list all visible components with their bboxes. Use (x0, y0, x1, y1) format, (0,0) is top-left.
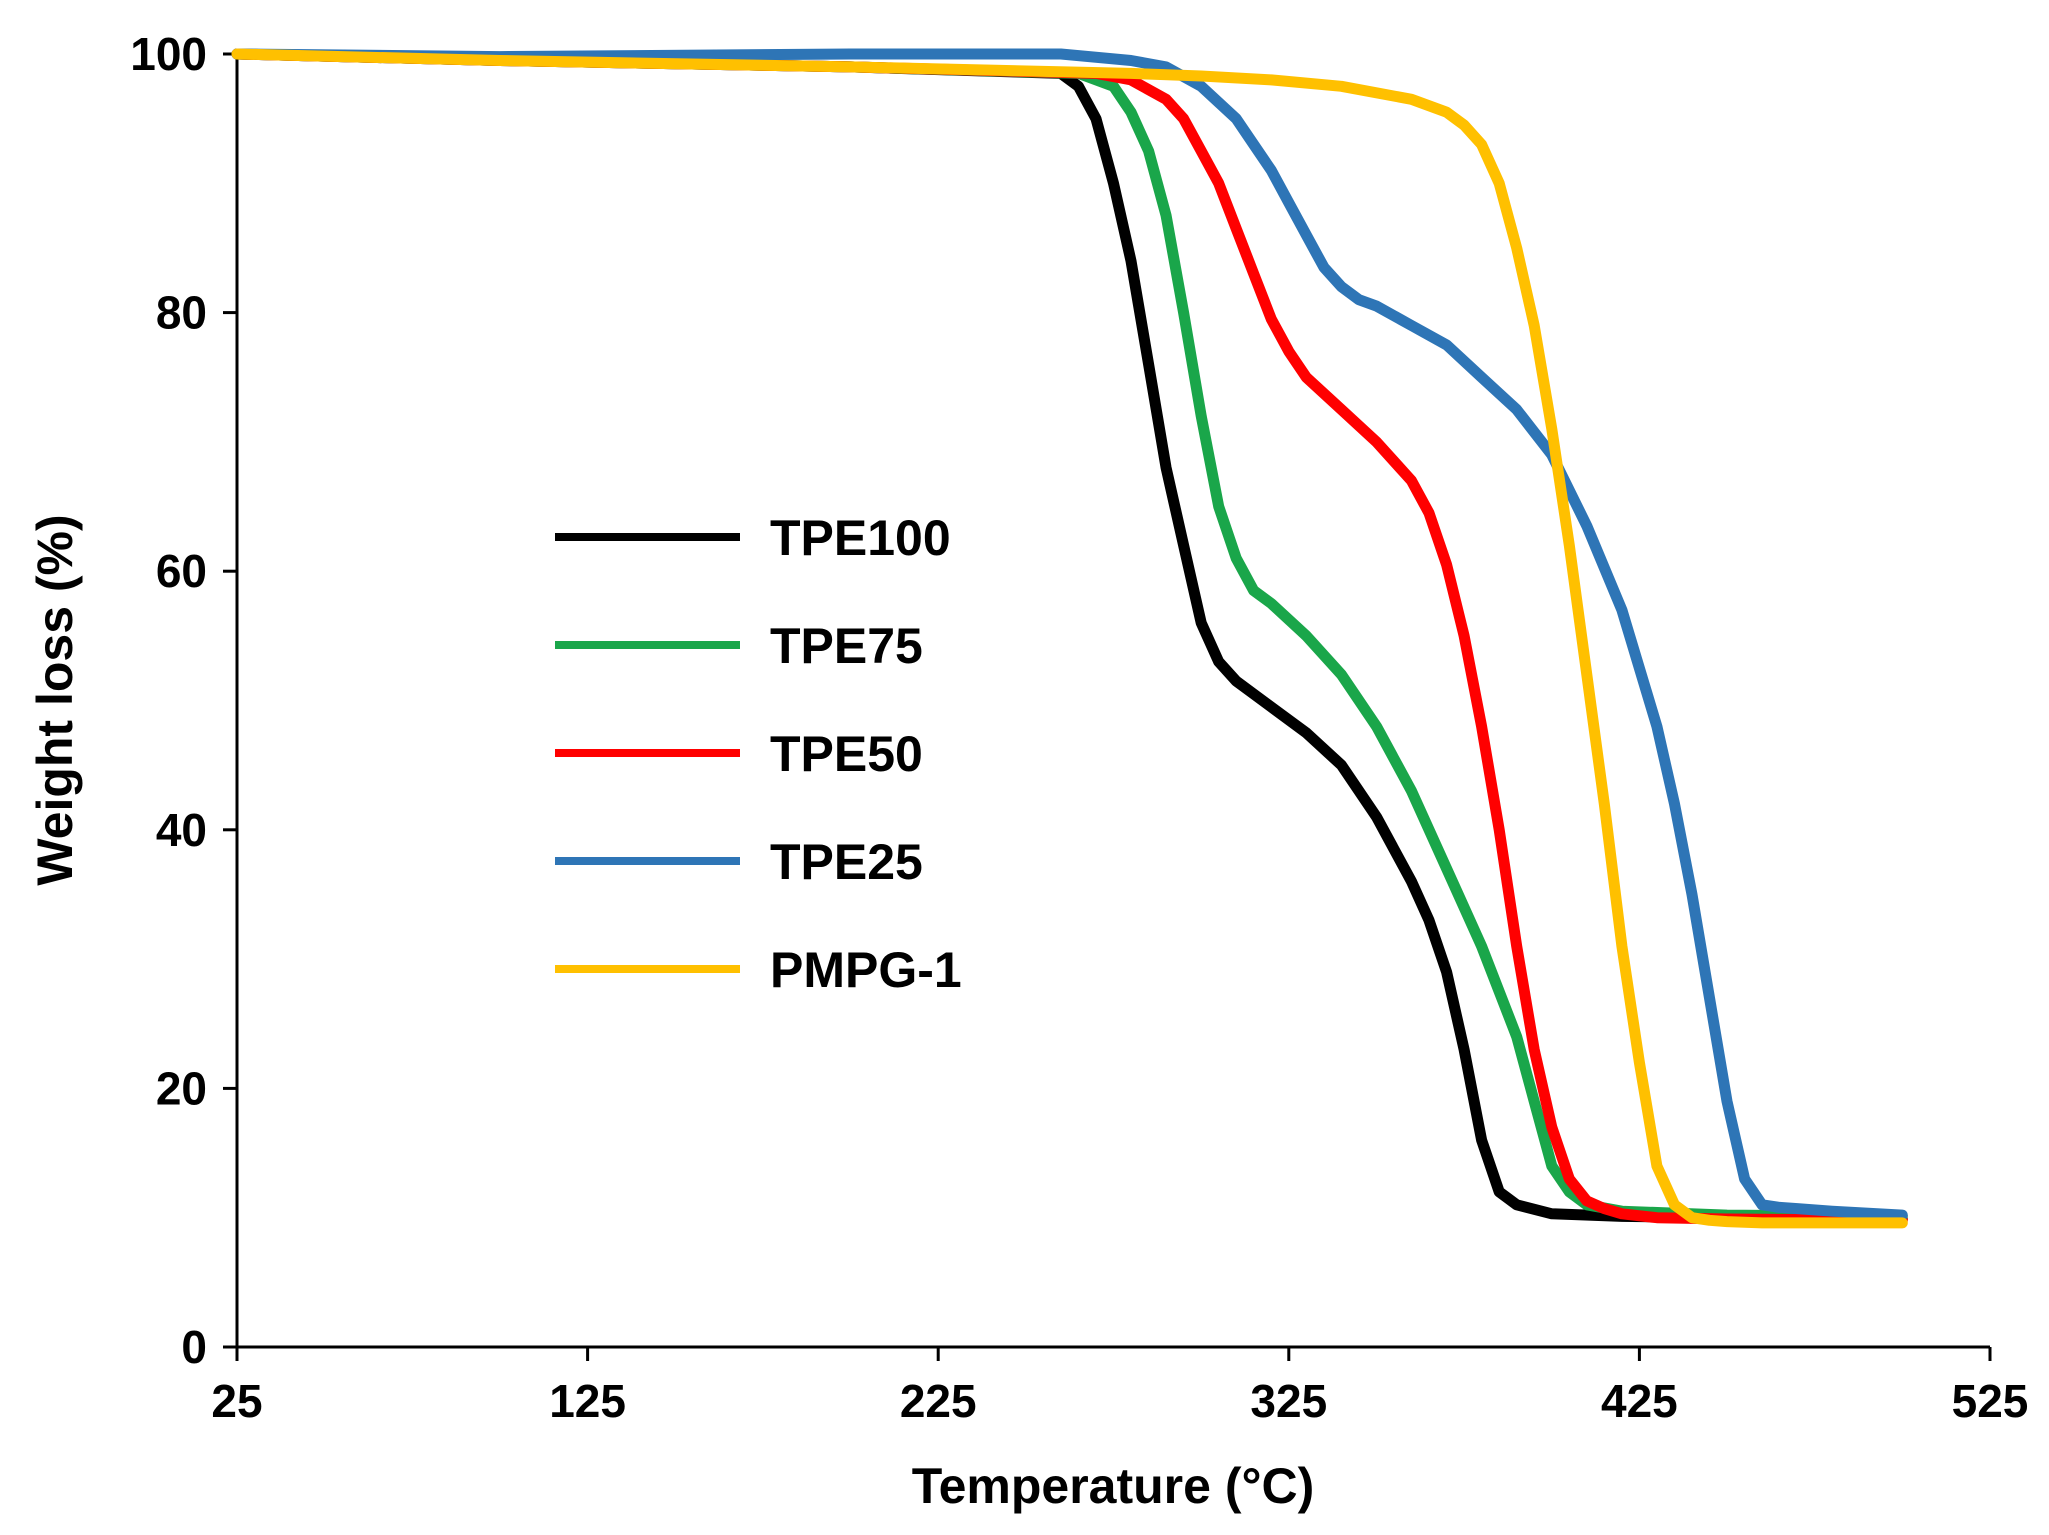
legend-label-pmpg-1: PMPG-1 (770, 942, 962, 998)
series-line-tpe100 (231, 48, 1908, 1225)
y-tick-label: 40 (156, 804, 207, 856)
x-axis-title: Temperature (°C) (912, 1458, 1314, 1514)
legend: TPE100 TPE75 TPE50 TPE25 PMPG-1 (555, 510, 962, 998)
x-tick-label: 125 (549, 1375, 626, 1427)
y-axis-title: Weight loss (%) (27, 514, 83, 885)
y-tick-label: 80 (156, 287, 207, 339)
series-line-pmpg-1 (231, 48, 1908, 1229)
legend-label-tpe25: TPE25 (770, 834, 923, 890)
series-line-tpe75 (231, 48, 1908, 1222)
legend-label-tpe50: TPE50 (770, 726, 923, 782)
x-tick-label: 25 (211, 1375, 262, 1427)
legend-label-tpe75: TPE75 (770, 618, 923, 674)
tick-layer: 25 125 225 325 425 525 0 20 40 60 80 100 (130, 28, 2028, 1427)
y-tick-label: 20 (156, 1062, 207, 1114)
y-tick-label: 0 (181, 1321, 207, 1373)
x-tick-label: 525 (1952, 1375, 2029, 1427)
legend-label-tpe100: TPE100 (770, 510, 951, 566)
x-tick-label: 225 (900, 1375, 977, 1427)
series-layer (231, 48, 1908, 1229)
series-line-tpe50 (231, 48, 1908, 1226)
y-tick-label: 60 (156, 545, 207, 597)
y-tick-label: 100 (130, 28, 207, 80)
x-tick-label: 325 (1250, 1375, 1327, 1427)
x-tick-label: 425 (1601, 1375, 1678, 1427)
series-line-tpe25 (231, 48, 1908, 1221)
